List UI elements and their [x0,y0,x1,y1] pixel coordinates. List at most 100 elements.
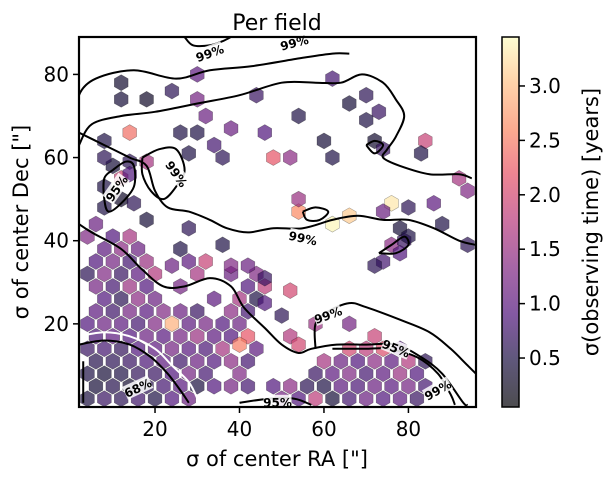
hexbin-cell [147,365,163,383]
y-tick-label: 80 [44,62,69,86]
hexbin-cell [173,124,188,141]
colorbar-frame [501,36,520,408]
hexbin-cell [316,352,332,370]
contour-line [79,223,469,407]
hexbin-cell [190,265,205,283]
hexbin-cell [105,352,120,370]
x-tick-label: 40 [227,417,252,441]
colorbar-tick-label: 1.0 [529,292,561,316]
hexbin-cell [173,327,188,345]
hexbin-cell [97,340,112,358]
hexbin-cell [114,340,129,358]
y-axis: 20 40 60 80 [44,62,79,336]
hexbin-cell [164,340,180,358]
hexbin-cell [97,132,112,150]
hexbin-cell [333,352,349,370]
contour-label-bg [163,158,191,190]
hexbin-cell [308,365,323,383]
hexbin-cell [325,149,340,166]
hexbin-cell [181,340,196,358]
contour-line [140,146,186,201]
contour-label-bg [122,375,154,400]
hexbin-cell [88,303,104,320]
hexbin-cell [409,365,425,383]
hexbin-cell [367,352,382,370]
hexbin-cell [181,315,196,333]
hexbin-layer [80,66,475,407]
hexbin-cell [291,336,306,353]
hexbin-cell [367,257,382,274]
hexbin-cell [240,278,256,295]
hexbin-cell [130,240,146,258]
hexbin-cell [97,365,112,383]
hexbin-cell [198,365,213,383]
hexbin-cell [316,132,332,150]
contour-label-bg [380,336,412,360]
hexbin-cell [451,170,467,187]
x-tick-label: 80 [396,417,421,441]
plot-frame [77,35,478,409]
hexbin-cell [206,352,222,370]
hexbin-cell [130,265,146,283]
hexbin-cell [190,303,205,320]
hexbin-cell [232,336,247,353]
hexbin-cell [291,190,306,208]
hexbin-cell [257,124,273,141]
y-tick-label: 60 [44,146,69,170]
hexbin-cell [198,315,213,333]
hexbin-cell [105,278,120,295]
colorbar-tick-label: 2.5 [529,128,561,152]
hexbin-cell [97,390,112,407]
hexbin-cell [291,107,306,125]
hexbin-cell [114,315,129,333]
hexbin-cell [401,228,416,245]
colorbar-tick-label: 3.0 [529,74,561,98]
colorbar-tick-label: 2.0 [529,183,561,207]
contour-line [79,339,190,404]
hexbin-cell [342,95,357,112]
hexbin-cell [401,199,416,216]
hexbin-cell [139,278,154,295]
y-tick-label: 20 [44,312,69,336]
contour-line [79,331,199,404]
hexbin-cell [384,377,399,395]
colorbar-ticks: 0.5 1.0 1.5 2.0 2.5 3.0 [519,74,561,370]
hexbin-cell [409,390,425,407]
hexbin-cell [147,265,163,283]
x-tick-label: 20 [142,417,167,441]
contour-label: 99% [162,158,191,190]
hexbin-cell [181,365,196,383]
hexbin-cell [97,149,112,166]
hexbin-cell [257,269,273,287]
hexbin-cell [215,340,230,358]
contour-label-bg [102,172,130,204]
hexbin-cell [282,149,298,166]
hexbin-cell [114,390,129,407]
colorbar-tick-label: 0.5 [529,346,561,370]
contour-line [301,206,330,222]
hexbin-cell [181,219,196,237]
hexbin-cell [358,86,374,104]
hexbin-cell [105,303,120,320]
hexbin-cell [97,240,112,258]
hexbin-cell [97,315,112,333]
hexbin-cell [299,377,315,395]
contour-label-bg [421,376,454,403]
hexbin-cell [223,352,239,370]
contour-label-bg [312,303,344,326]
hexbin-cell [325,365,340,383]
hexbin-cell [282,377,298,395]
hexbin-cell [114,265,129,283]
y-axis-label: σ of center Dec ["] [9,125,33,320]
contour-line [102,160,137,213]
hexbin-cell [350,352,366,370]
hexbin-cell [215,315,230,333]
hexbin-cell [206,290,222,308]
hexbin-cell [206,377,222,395]
hexbin-cell [223,257,239,274]
hexbin-cell [460,236,475,254]
hexbin-cell [139,211,154,229]
hexbin-cell [88,352,104,370]
hexbin-cell [232,315,247,333]
colorbar-gradient [502,37,519,407]
